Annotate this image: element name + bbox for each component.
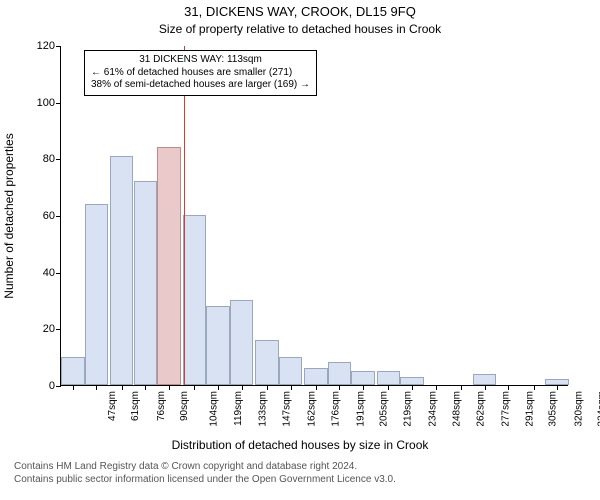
histogram-bar (304, 368, 327, 385)
histogram-bar (351, 371, 374, 385)
x-tick-label: 262sqm (475, 391, 486, 427)
x-tick-mark (461, 385, 462, 390)
x-tick-mark (242, 385, 243, 390)
y-tick-mark (56, 329, 61, 330)
x-tick-label: 291sqm (524, 391, 535, 427)
x-tick-label: 47sqm (107, 391, 118, 421)
histogram-bar (279, 357, 302, 385)
x-tick-mark (508, 385, 509, 390)
y-tick-mark (56, 273, 61, 274)
x-tick-mark (73, 385, 74, 390)
annotation-line-larger: 38% of semi-detached houses are larger (… (91, 79, 310, 92)
x-tick-label: 90sqm (179, 391, 190, 421)
y-axis-label: Number of detached properties (2, 133, 16, 298)
histogram-bar (85, 204, 108, 385)
x-tick-label: 320sqm (573, 391, 584, 427)
histogram-bar (230, 300, 253, 385)
histogram-bar (328, 362, 351, 385)
footer-line-2: Contains public sector information licen… (14, 473, 396, 486)
x-tick-mark (218, 385, 219, 390)
x-tick-mark (194, 385, 195, 390)
chart-container: 31, DICKENS WAY, CROOK, DL15 9FQ Size of… (0, 0, 600, 500)
histogram-bar (61, 357, 84, 385)
histogram-bar (110, 156, 133, 386)
x-tick-mark (436, 385, 437, 390)
histogram-bar (183, 215, 206, 385)
histogram-bar (473, 374, 496, 385)
y-tick-mark (56, 216, 61, 217)
x-tick-mark (388, 385, 389, 390)
x-tick-label: 219sqm (403, 391, 414, 427)
x-tick-label: 133sqm (258, 391, 269, 427)
histogram-bar (134, 181, 157, 385)
x-tick-label: 147sqm (281, 391, 292, 427)
x-tick-label: 248sqm (452, 391, 463, 427)
x-axis-label: Distribution of detached houses by size … (0, 438, 600, 452)
x-tick-label: 119sqm (233, 391, 244, 426)
x-tick-mark (96, 385, 97, 390)
x-tick-mark (485, 385, 486, 390)
x-tick-mark (412, 385, 413, 390)
x-tick-label: 76sqm (156, 391, 167, 421)
y-tick-mark (56, 103, 61, 104)
histogram-bar (206, 306, 229, 385)
x-tick-label: 191sqm (355, 391, 366, 427)
x-tick-mark (122, 385, 123, 390)
histogram-bar (255, 340, 278, 385)
x-tick-label: 205sqm (379, 391, 390, 427)
x-tick-label: 162sqm (306, 391, 317, 427)
plot-area: 02040608010012047sqm61sqm76sqm90sqm104sq… (60, 46, 568, 386)
x-tick-label: 61sqm (130, 391, 141, 421)
histogram-bar (157, 147, 180, 385)
x-tick-mark (316, 385, 317, 390)
histogram-bar (377, 371, 400, 385)
x-tick-mark (267, 385, 268, 390)
x-tick-mark (291, 385, 292, 390)
x-tick-mark (363, 385, 364, 390)
marker-line (184, 46, 185, 385)
y-tick-mark (56, 159, 61, 160)
annotation-box: 31 DICKENS WAY: 113sqm ← 61% of detached… (84, 50, 317, 96)
footer-line-1: Contains HM Land Registry data © Crown c… (14, 460, 396, 473)
annotation-title: 31 DICKENS WAY: 113sqm (91, 54, 310, 67)
annotation-line-smaller: ← 61% of detached houses are smaller (27… (91, 67, 310, 80)
histogram-bar (400, 377, 423, 386)
chart-subtitle: Size of property relative to detached ho… (0, 22, 600, 36)
x-tick-label: 277sqm (501, 391, 512, 427)
x-tick-label: 234sqm (428, 391, 439, 427)
chart-title: 31, DICKENS WAY, CROOK, DL15 9FQ (0, 4, 600, 19)
x-tick-label: 176sqm (330, 391, 341, 427)
x-tick-mark (145, 385, 146, 390)
x-tick-label: 305sqm (548, 391, 559, 427)
y-tick-mark (56, 386, 61, 387)
y-tick-mark (56, 46, 61, 47)
x-tick-label: 104sqm (209, 391, 220, 427)
x-tick-mark (169, 385, 170, 390)
x-tick-mark (339, 385, 340, 390)
footer-text: Contains HM Land Registry data © Crown c… (14, 460, 396, 486)
x-tick-mark (557, 385, 558, 390)
x-tick-mark (534, 385, 535, 390)
